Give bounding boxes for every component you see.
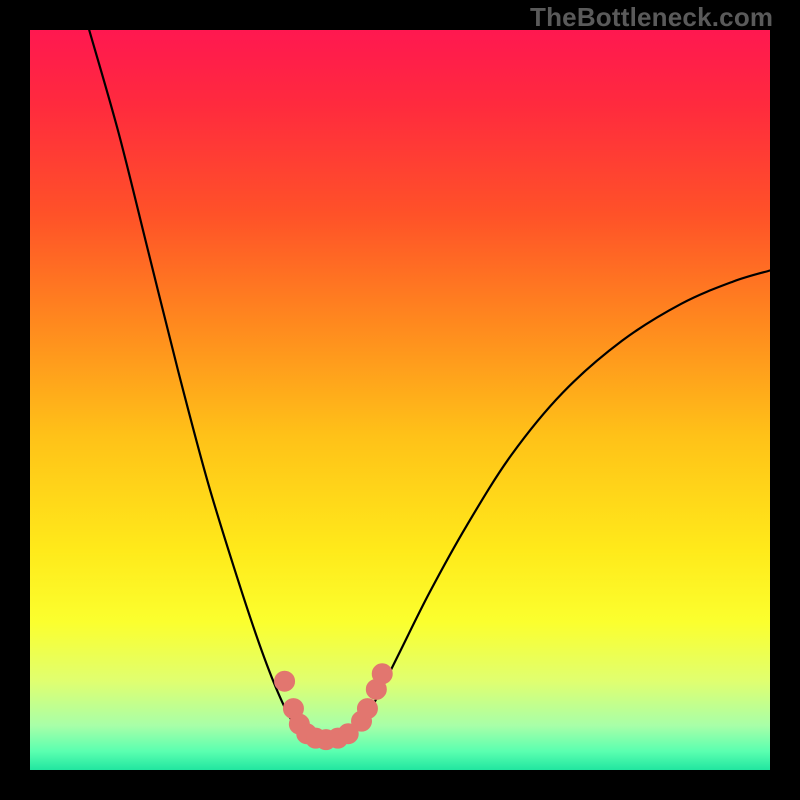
optimum-marker [372, 664, 392, 684]
plot-background [30, 30, 770, 770]
optimum-marker [357, 699, 377, 719]
optimum-marker [275, 671, 295, 691]
chart-canvas [0, 0, 800, 800]
watermark-text: TheBottleneck.com [530, 2, 773, 33]
